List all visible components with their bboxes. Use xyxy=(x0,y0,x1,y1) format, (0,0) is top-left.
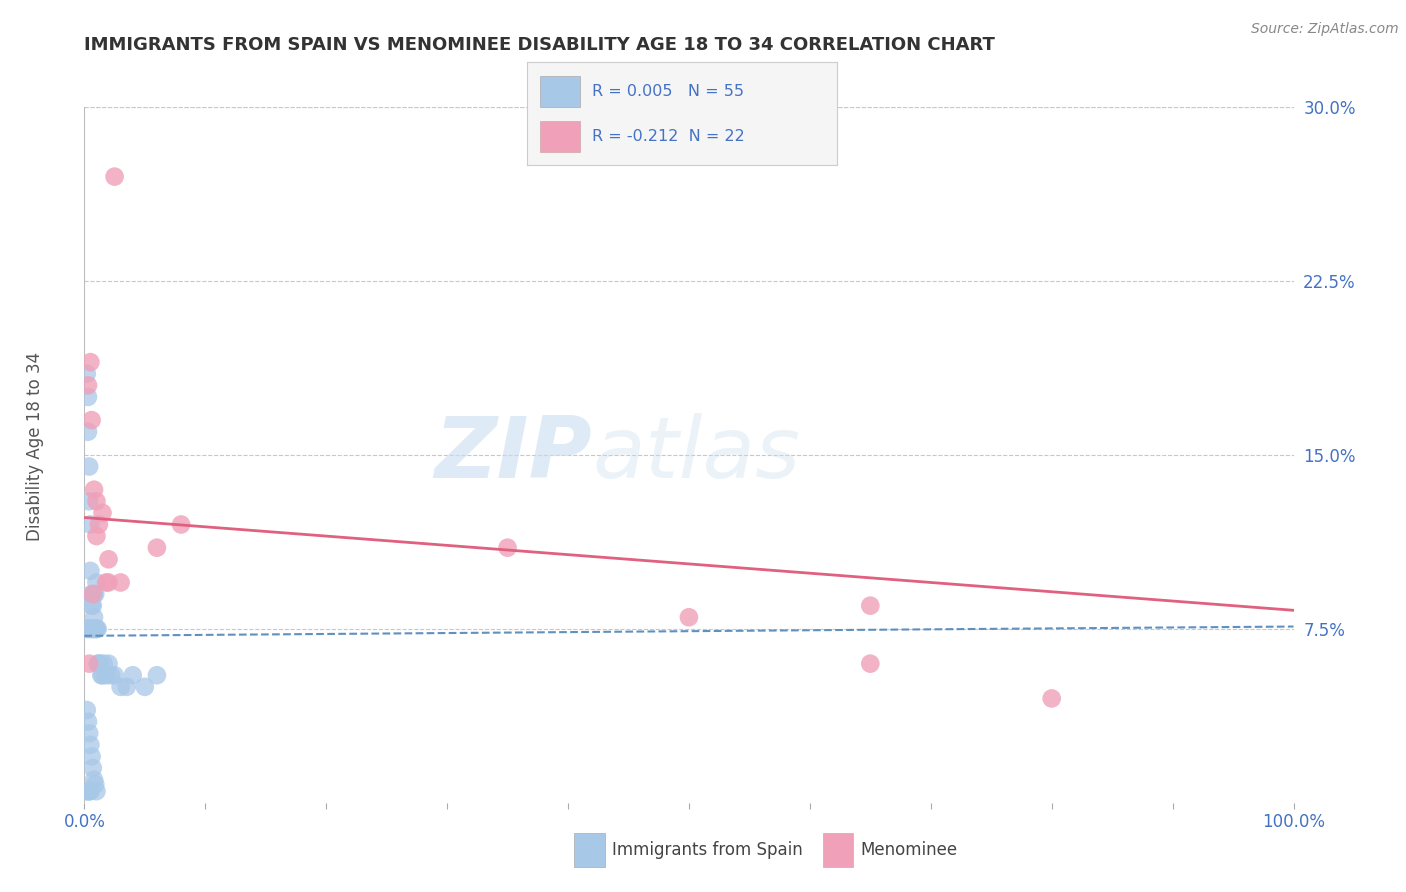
Point xyxy=(80,413,103,427)
Text: Menominee: Menominee xyxy=(860,841,957,859)
Point xyxy=(77,425,100,439)
Point xyxy=(77,378,100,392)
Point xyxy=(97,552,120,566)
Point xyxy=(77,657,100,671)
Point xyxy=(91,668,114,682)
Point xyxy=(86,529,108,543)
Point xyxy=(104,169,127,184)
Point xyxy=(79,355,101,369)
Point xyxy=(76,367,98,381)
Point xyxy=(79,564,101,578)
Point xyxy=(1040,691,1063,706)
Text: atlas: atlas xyxy=(592,413,800,497)
Point xyxy=(84,587,107,601)
Point xyxy=(86,622,108,636)
Point xyxy=(87,517,110,532)
Point xyxy=(77,622,100,636)
Point xyxy=(97,657,120,671)
Point xyxy=(115,680,138,694)
Point xyxy=(79,517,101,532)
Point xyxy=(84,622,107,636)
Point xyxy=(86,622,108,636)
Point xyxy=(678,610,700,624)
Point xyxy=(84,622,107,636)
Point xyxy=(77,390,100,404)
Point xyxy=(76,703,98,717)
Point xyxy=(76,622,98,636)
Text: Immigrants from Spain: Immigrants from Spain xyxy=(612,841,803,859)
Point xyxy=(77,784,100,798)
Point xyxy=(77,622,100,636)
Text: ZIP: ZIP xyxy=(434,413,592,497)
Point xyxy=(84,777,107,791)
Point xyxy=(79,738,101,752)
Point xyxy=(134,680,156,694)
Text: R = -0.212  N = 22: R = -0.212 N = 22 xyxy=(592,128,745,144)
Point xyxy=(496,541,519,555)
Point xyxy=(83,610,105,624)
Point xyxy=(83,587,105,601)
Point xyxy=(87,657,110,671)
Point xyxy=(91,506,114,520)
Point xyxy=(170,517,193,532)
Point xyxy=(146,668,169,682)
Point xyxy=(86,575,108,590)
Point xyxy=(104,668,127,682)
Point xyxy=(146,541,169,555)
Point xyxy=(89,657,111,671)
Point xyxy=(79,784,101,798)
Point xyxy=(82,761,104,775)
Point xyxy=(80,587,103,601)
Point xyxy=(77,494,100,508)
Point xyxy=(859,599,882,613)
Point xyxy=(110,680,132,694)
Point xyxy=(83,483,105,497)
Point xyxy=(83,772,105,787)
Bar xyxy=(540,121,579,152)
Point xyxy=(82,622,104,636)
Point xyxy=(94,575,117,590)
Point xyxy=(77,714,100,729)
Point xyxy=(100,668,122,682)
Point xyxy=(90,668,112,682)
Point xyxy=(79,622,101,636)
Bar xyxy=(540,76,579,106)
Point xyxy=(94,668,117,682)
Point xyxy=(77,459,100,474)
Text: R = 0.005   N = 55: R = 0.005 N = 55 xyxy=(592,84,744,99)
Point xyxy=(86,494,108,508)
Point xyxy=(83,622,105,636)
Point xyxy=(859,657,882,671)
Point xyxy=(76,784,98,798)
Point xyxy=(86,657,108,671)
Point xyxy=(86,622,108,636)
Point xyxy=(80,749,103,764)
Point xyxy=(82,599,104,613)
Point xyxy=(93,657,115,671)
Point xyxy=(86,784,108,798)
Point xyxy=(77,726,100,740)
Point xyxy=(82,622,104,636)
Point xyxy=(121,668,143,682)
Point xyxy=(82,587,104,601)
Point xyxy=(110,575,132,590)
Text: IMMIGRANTS FROM SPAIN VS MENOMINEE DISABILITY AGE 18 TO 34 CORRELATION CHART: IMMIGRANTS FROM SPAIN VS MENOMINEE DISAB… xyxy=(84,36,995,54)
Text: Disability Age 18 to 34: Disability Age 18 to 34 xyxy=(27,351,44,541)
Point xyxy=(80,599,103,613)
Text: Source: ZipAtlas.com: Source: ZipAtlas.com xyxy=(1251,22,1399,37)
Point xyxy=(77,784,100,798)
Point xyxy=(97,575,120,590)
Point xyxy=(80,622,103,636)
